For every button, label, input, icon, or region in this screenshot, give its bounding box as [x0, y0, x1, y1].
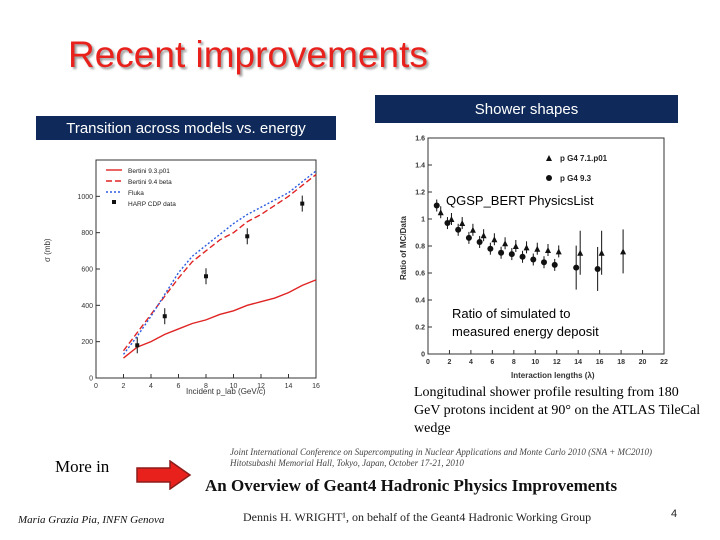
x-tick-label: 8 — [204, 383, 208, 390]
y-tick-label: 1.2 — [415, 190, 425, 197]
series-p-g4-9-3-point — [433, 202, 440, 209]
slide-title: Recent improvements — [68, 34, 428, 75]
y-tick-label: 0.6 — [415, 271, 425, 278]
reference-conference: Joint International Conference on Superc… — [230, 447, 652, 469]
reference-author-line: Dennis H. WRIGHT¹, on behalf of the Gean… — [243, 510, 592, 524]
y-axis-label: Ratio of MC/Data — [399, 215, 408, 280]
x-tick-label: 10 — [531, 359, 539, 366]
series-p-g4-7-1-p01-point — [437, 209, 444, 216]
series-bertini-9-3-p01-line — [123, 279, 317, 359]
series-p-g4-7-1-p01-point — [545, 247, 551, 254]
x-tick-label: 0 — [94, 383, 98, 390]
y-tick-label: 200 — [81, 339, 93, 346]
footer-author: Maria Grazia Pia, INFN Genova — [18, 514, 165, 526]
y-tick-label: 0.4 — [415, 298, 425, 305]
x-axis-label: Interaction lengths (λ) — [511, 371, 595, 380]
series-p-g4-9-3-point — [487, 245, 494, 252]
series-p-g4-9-3-point — [551, 261, 558, 268]
y-tick-label: 1 — [421, 217, 425, 224]
series-p-g4-9-3-point — [498, 249, 505, 256]
profile-caption: Longitudinal shower profile resulting fr… — [414, 385, 701, 436]
series-p-g4-7-1-p01-point — [459, 220, 466, 227]
x-tick-label: 18 — [617, 359, 625, 366]
y-tick-label: 600 — [81, 267, 93, 274]
plot-frame — [427, 137, 665, 355]
series-p-g4-7-1-p01-point — [512, 243, 519, 249]
series-p-g4-7-1-p01-point — [480, 232, 487, 239]
series-p-g4-9-3-point — [573, 264, 580, 271]
right-arrow-icon — [136, 460, 192, 490]
left-heading-bar: Transition across models vs. energy — [36, 116, 336, 140]
reference-paper-title: An Overview of Geant4 Hadronic Physics I… — [205, 476, 618, 495]
legend-label: Fluka — [128, 190, 144, 197]
x-tick-label: 20 — [639, 359, 647, 366]
x-tick-label: 8 — [512, 359, 516, 366]
x-tick-label: 12 — [553, 359, 561, 366]
legend-label: p G4 9.3 — [560, 174, 592, 183]
right-heading-bar: Shower shapes — [375, 95, 678, 123]
conference-line-1: Joint International Conference on Superc… — [230, 447, 653, 457]
ratio-annotation-line2: measured energy deposit — [452, 324, 599, 339]
legend-marker — [546, 175, 552, 181]
x-tick-label: 14 — [285, 383, 293, 390]
series-p-g4-7-1-p01-point — [469, 226, 476, 233]
x-tick-label: 6 — [490, 359, 494, 366]
series-p-g4-9-3-point — [519, 253, 526, 260]
x-tick-label: 0 — [426, 359, 430, 366]
series-p-g4-9-3-point — [465, 234, 472, 241]
y-tick-label: 0 — [421, 352, 425, 359]
conference-line-2: Hitotsubashi Memorial Hall, Tokyo, Japan… — [230, 458, 464, 468]
series-p-g4-7-1-p01-point — [598, 249, 605, 256]
series-bertini-9-4-beta-line — [122, 173, 317, 352]
series-p-g4-7-1-p01-point — [534, 245, 541, 252]
y-tick-label: 1.4 — [415, 163, 425, 170]
x-tick-label: 4 — [149, 383, 153, 390]
physics-list-annotation: QGSP_BERT PhysicsList — [446, 193, 594, 208]
y-tick-label: 0.2 — [415, 325, 425, 332]
slide-number: 4 — [671, 508, 678, 520]
series-p-g4-9-3-point — [594, 265, 601, 272]
legend-label: p G4 7.1.p01 — [560, 154, 608, 163]
y-tick-label: 400 — [81, 303, 93, 310]
series-p-g4-9-3-point — [541, 259, 547, 266]
x-tick-label: 6 — [177, 383, 181, 390]
x-tick-label: 14 — [574, 359, 582, 366]
y-tick-label: 800 — [81, 230, 93, 237]
x-tick-label: 12 — [257, 383, 265, 390]
legend-marker — [112, 200, 116, 204]
y-tick-label: 0.8 — [415, 244, 425, 251]
series-p-g4-9-3-point — [508, 251, 515, 258]
legend-marker — [546, 155, 552, 161]
series-p-g4-7-1-p01-point — [620, 248, 627, 255]
y-tick-label: 0 — [89, 376, 93, 383]
series-p-g4-7-1-p01-point — [555, 248, 562, 255]
x-tick-label: 16 — [596, 359, 604, 366]
series-p-g4-9-3-point — [476, 238, 483, 245]
more-in-label: More in — [55, 457, 110, 476]
y-tick-label: 1000 — [77, 194, 93, 201]
legend-label: HARP CDP data — [128, 201, 176, 208]
x-axis-label: Incident p_lab (GeV/c) — [186, 387, 266, 396]
x-tick-label: 2 — [448, 359, 452, 366]
y-tick-label: 1.6 — [415, 136, 425, 143]
series-p-g4-7-1-p01-point — [448, 216, 455, 222]
cross-section-chart: 0 2 4 6 8 10 12 14 16 0 200 400 600 800 1000 Bertini 9… — [43, 159, 320, 396]
series-p-g4-7-1-p01-point — [523, 244, 530, 251]
x-tick-label: 4 — [469, 359, 473, 366]
legend-label: Bertini 9.4 beta — [128, 179, 172, 186]
series-p-g4-7-1-p01-point — [502, 240, 509, 247]
series-p-g4-9-3-point — [444, 220, 451, 227]
series-p-g4-7-1-p01-point — [491, 236, 498, 243]
x-tick-label: 16 — [312, 383, 320, 390]
y-axis-label: σ (mb) — [43, 238, 52, 262]
x-tick-label: 22 — [660, 359, 668, 366]
shower-ratio-chart: 0 2 4 6 8 10 12 14 16 18 20 22 0 0.2 0.4 0.6 0.8 1 1.2 1.4 1… — [399, 136, 668, 381]
series-p-g4-9-3-point — [455, 226, 462, 233]
series-p-g4-9-3-point — [530, 256, 537, 263]
series-p-g4-7-1-p01-point — [577, 249, 584, 256]
x-tick-label: 2 — [122, 383, 126, 390]
ratio-annotation-line1: Ratio of simulated to — [452, 306, 571, 321]
legend-label: Bertini 9.3.p01 — [128, 168, 170, 175]
x-tick-label: 10 — [230, 383, 238, 390]
